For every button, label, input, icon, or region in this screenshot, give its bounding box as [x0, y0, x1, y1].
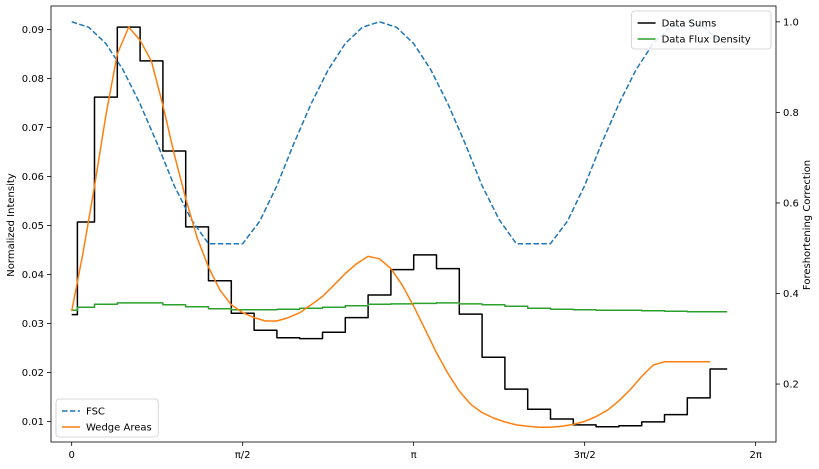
series-data-flux-density: [71, 302, 728, 313]
y2-tick-label: 0.6: [783, 198, 799, 209]
legend-label: Data Flux Density: [662, 35, 751, 46]
legend-label: Data Sums: [662, 19, 717, 30]
series-data-sums: [71, 26, 728, 428]
legend-box: [55, 398, 159, 438]
x-tick-label: 3π/2: [574, 450, 596, 461]
y-tick-label: 0.06: [22, 172, 44, 183]
y-tick-label: 0.08: [22, 74, 44, 85]
y-tick-label: 0.04: [22, 270, 44, 281]
y-tick-label: 0.02: [22, 368, 44, 379]
y2-tick-label: 0.8: [783, 108, 799, 119]
x-tick-label: 0: [68, 450, 74, 461]
y-tick-label: 0.05: [22, 221, 44, 232]
y-tick-label: 0.01: [22, 417, 44, 428]
y2-axis-label: Foreshortening Correction: [802, 160, 813, 290]
y2-tick-label: 0.4: [783, 289, 799, 300]
axes: 0 π/2 π 3π/2 2π 0.01 0.02 0.03 0.04 0.05 0.06 0.07 0…: [22, 5, 799, 461]
legend-label: FSC: [86, 407, 105, 418]
series-fsc: [71, 21, 723, 245]
legends: Data Sums Data Flux Density FSC Wedge Areas: [55, 10, 772, 438]
series-wedge-areas: [70, 26, 711, 429]
legend-label: Wedge Areas: [86, 423, 152, 434]
plot-area: [70, 21, 728, 429]
x-tick-label: π: [411, 450, 417, 461]
y-axis-label: Normalized Intensity: [6, 173, 17, 276]
legend-box: [631, 10, 772, 50]
x-tick-label: π/2: [235, 450, 251, 461]
y-tick-label: 0.07: [22, 123, 44, 134]
y-tick-label: 0.03: [22, 319, 44, 330]
y-tick-label: 0.09: [22, 25, 44, 36]
x-tick-label: 2π: [749, 450, 761, 461]
y2-tick-label: 0.2: [783, 380, 799, 391]
y2-tick-label: 1.0: [783, 17, 799, 28]
